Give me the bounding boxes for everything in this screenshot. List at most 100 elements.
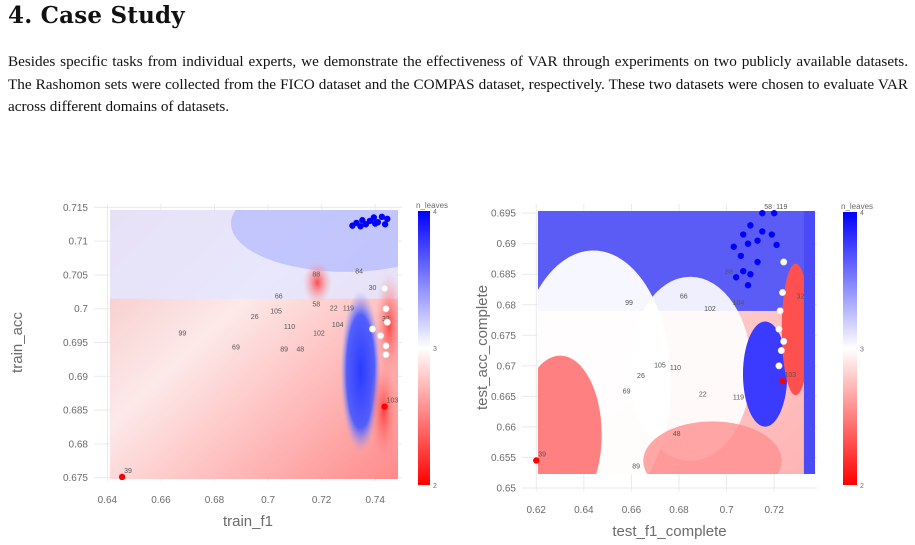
- data-point: [768, 231, 775, 238]
- data-point-label: 119: [776, 204, 787, 211]
- point-label: 88: [725, 269, 733, 276]
- point-label: 30: [369, 285, 377, 292]
- y-tick-label: 0.66: [497, 422, 517, 433]
- heatmap-red-blob: [374, 271, 398, 380]
- data-point: [775, 362, 783, 370]
- colorbar-tick-label: 4: [433, 209, 437, 216]
- x-tick-label: 0.66: [151, 495, 171, 506]
- y-tick-label: 0.675: [63, 473, 88, 484]
- data-point: [382, 305, 390, 313]
- point-label: 105: [270, 308, 282, 315]
- data-point: [384, 215, 391, 223]
- point-label: 48: [673, 431, 681, 438]
- data-point: [777, 347, 785, 355]
- point-label: 69: [232, 344, 240, 351]
- data-point: [747, 222, 754, 229]
- point-label: 26: [637, 373, 645, 380]
- data-point: [381, 284, 389, 292]
- x-tick-label: 0.68: [669, 505, 689, 516]
- y-tick-label: 0.7: [74, 304, 88, 315]
- colorbar-title: n_leaves: [416, 201, 448, 210]
- x-tick-label: 0.68: [205, 495, 225, 506]
- y-tick-label: 0.69: [497, 239, 517, 250]
- data-point: [381, 221, 389, 228]
- x-tick-label: 0.72: [764, 505, 784, 516]
- point-label: 22: [330, 306, 338, 313]
- data-point-label: 103: [785, 372, 797, 379]
- data-point: [780, 258, 788, 266]
- point-label: 89: [280, 346, 288, 353]
- point-label: 66: [680, 294, 688, 301]
- y-tick-label: 0.695: [491, 209, 516, 220]
- x-axis-title: train_f1: [223, 513, 273, 530]
- y-tick-label: 0.695: [63, 338, 88, 349]
- point-label: 88: [312, 271, 320, 278]
- y-tick-label: 0.685: [63, 406, 88, 417]
- data-point: [779, 377, 786, 385]
- data-point: [776, 307, 784, 315]
- data-point: [382, 351, 390, 359]
- point-label: 102: [313, 331, 325, 338]
- data-point: [349, 222, 356, 229]
- section-heading: 4. Case Study: [8, 2, 185, 29]
- data-point: [383, 318, 391, 326]
- colorbar-tick-label: 3: [433, 346, 437, 353]
- point-label: 89: [632, 463, 640, 470]
- y-tick-label: 0.68: [69, 439, 89, 450]
- x-tick-label: 0.72: [312, 495, 332, 506]
- colorbar-tick-label: 2: [433, 483, 437, 490]
- heatmap-background: [538, 211, 815, 474]
- point-label: 69: [623, 388, 631, 395]
- heatmap-blue-blob: [742, 321, 788, 427]
- data-point: [369, 325, 377, 333]
- x-tick-label: 0.7: [261, 495, 275, 506]
- data-point: [779, 289, 787, 297]
- data-point: [740, 267, 747, 275]
- data-point: [744, 282, 752, 289]
- data-point: [372, 220, 379, 227]
- data-point-label: 39: [124, 468, 132, 475]
- y-tick-label: 0.665: [491, 392, 516, 403]
- section-number: 4.: [8, 2, 33, 29]
- heatmap-red-bottom: [643, 421, 782, 474]
- data-point: [744, 240, 752, 247]
- x-tick-label: 0.64: [574, 505, 594, 516]
- point-label: 102: [704, 306, 716, 313]
- y-axis-title: train_acc: [9, 312, 26, 373]
- data-point: [773, 241, 780, 249]
- y-tick-label: 0.69: [69, 372, 89, 383]
- data-point-label: 39: [538, 451, 546, 458]
- data-point: [370, 214, 378, 221]
- y-tick-label: 0.705: [63, 270, 88, 281]
- x-tick-label: 0.66: [622, 505, 642, 516]
- x-tick-label: 0.74: [365, 495, 385, 506]
- point-label: 104: [332, 322, 344, 329]
- heatmap-red-blob-2: [302, 261, 332, 305]
- data-point: [759, 228, 766, 235]
- point-label: 66: [275, 294, 283, 301]
- x-tick-label: 0.7: [720, 505, 734, 516]
- data-point: [359, 217, 366, 224]
- y-tick-label: 0.71: [69, 237, 89, 248]
- point-label: 84: [355, 269, 363, 276]
- y-tick-label: 0.675: [491, 331, 516, 342]
- point-label: 48: [296, 346, 304, 353]
- data-point: [780, 337, 788, 345]
- data-point: [533, 457, 540, 464]
- x-tick-label: 0.62: [527, 505, 547, 516]
- point-label: 99: [178, 331, 186, 338]
- point-label: 99: [625, 300, 633, 307]
- y-tick-label: 0.715: [63, 203, 88, 214]
- heatmap-blue-edge: [803, 211, 815, 474]
- point-label: 110: [284, 324, 295, 331]
- figure-train-scatter: 0.64 0.66 0.68 0.7 0.72 0.740.6750.680.6850.6…: [9, 201, 448, 530]
- y-tick-label: 0.655: [491, 453, 516, 464]
- heatmap-red-blob: [781, 263, 810, 396]
- data-point-label: 58: [764, 204, 772, 211]
- data-point: [759, 209, 766, 217]
- data-point: [775, 325, 783, 333]
- heatmap-red-blob-3: [369, 357, 398, 466]
- data-point: [770, 209, 778, 217]
- heatmap-white-mid: [629, 276, 752, 461]
- point-label: 22: [699, 391, 707, 398]
